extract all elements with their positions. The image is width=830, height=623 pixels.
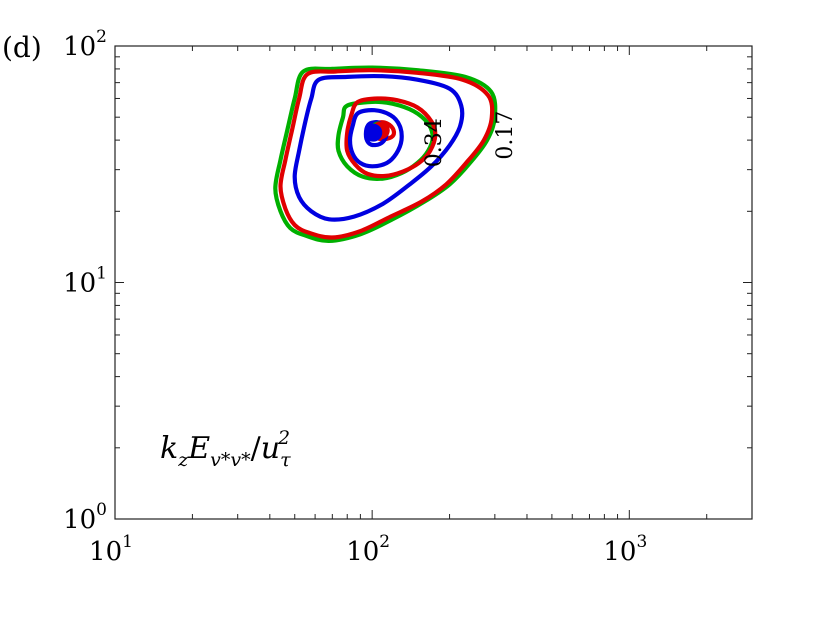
contour-labels: 0.34 0.17 [422,111,518,168]
contour-label-1: 0.17 [493,111,518,160]
x-minor-ticks [114,46,753,519]
y-tick-label-0: 100 [63,500,107,535]
contour-series-0-level-0 [273,65,498,244]
y-tick-label-2: 102 [63,27,107,62]
x-tick-label-2: 103 [603,532,647,567]
y-minor-ticks [115,45,752,520]
annotation-body: E [187,431,210,466]
quantity-annotation: kzEv*v*/u2 τ [160,427,291,471]
x-tick-label-1: 102 [346,532,390,567]
y-tick-label-1: 101 [63,264,107,299]
contour-lines [273,65,498,244]
x-tick-label-0: 101 [89,532,133,567]
contour-series-1-level-1 [344,96,438,179]
annotation-prefix: k [160,431,178,466]
contour-label-0: 0.34 [422,118,447,167]
annotation-den-sup: 2 [277,427,290,449]
annotation-den: u [261,431,280,466]
annotation-slash: / [251,431,262,466]
annotation-body-sub: v*v* [210,449,251,471]
contour-series-1-level-0 [278,68,495,240]
contour-series-2-level-0 [292,73,465,222]
axes [114,45,753,520]
annotation-den-sub: τ [280,449,291,471]
panel-label: (d) [2,31,42,64]
peak-marker-series-2 [364,123,383,142]
contour-series-2-level-1 [347,108,404,169]
annotation-prefix-sub: z [177,449,189,471]
